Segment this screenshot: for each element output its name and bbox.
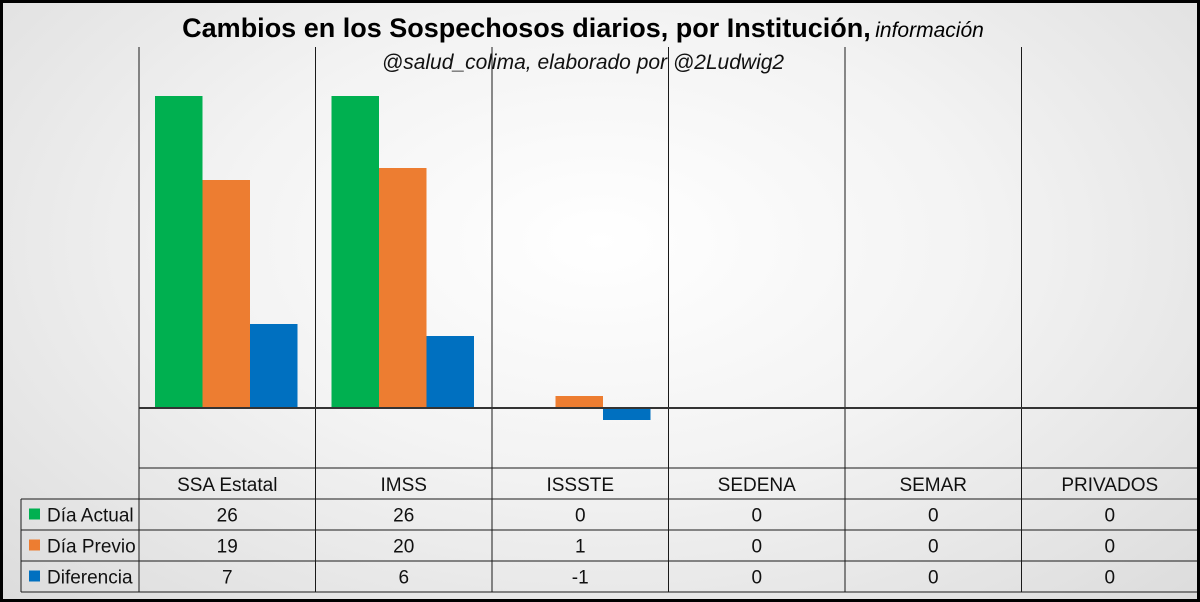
bar: [555, 396, 603, 408]
bar: [202, 180, 250, 408]
data-label: 0: [928, 568, 939, 589]
category-label: SEMAR: [899, 475, 967, 496]
bar: [426, 336, 474, 408]
chart-subtitle: @salud_colima, elaborado por @2Ludwig2: [381, 51, 785, 74]
data-label: 1: [575, 537, 586, 558]
data-label: 0: [1104, 506, 1115, 527]
category-label: SSA Estatal: [177, 475, 277, 496]
data-label: 19: [217, 537, 238, 558]
data-label: -1: [572, 568, 589, 589]
bar-chart: SSA Estatal IMSS ISSSTE SEDENA SEMAR PRIVADOS…: [20, 47, 1197, 593]
category-label: PRIVADOS: [1061, 475, 1158, 496]
legend-key: [29, 570, 40, 582]
series-name: Día Actual: [47, 506, 134, 527]
series-name: Diferencia: [47, 568, 133, 589]
category-label: SEDENA: [718, 475, 796, 496]
data-label: 0: [928, 537, 939, 558]
legend-key: [29, 539, 40, 551]
data-label: 7: [222, 568, 233, 589]
bar: [155, 96, 203, 408]
data-label: 0: [751, 568, 762, 589]
data-label: 26: [393, 506, 414, 527]
data-label: 20: [393, 537, 414, 558]
data-label: 0: [575, 506, 586, 527]
data-label: 6: [398, 568, 409, 589]
data-label: 0: [751, 506, 762, 527]
chart-frame: Cambios en los Sospechosos diarios, por …: [3, 3, 1197, 599]
chart-title-suffix: información: [875, 19, 984, 42]
chart-title-main: Cambios en los Sospechosos diarios, por …: [182, 13, 871, 43]
category-label: IMSS: [381, 475, 427, 496]
data-label: 0: [1104, 568, 1115, 589]
data-label: 0: [1104, 537, 1115, 558]
bar: [331, 96, 379, 408]
bar: [379, 168, 427, 408]
data-label: 26: [217, 506, 238, 527]
chart-title: Cambios en los Sospechosos diarios, por …: [3, 13, 1163, 44]
category-label: ISSSTE: [546, 475, 614, 496]
bar: [603, 408, 651, 420]
legend-key: [29, 508, 40, 520]
series-name: Día Previo: [47, 537, 136, 558]
data-label: 0: [928, 506, 939, 527]
data-label: 0: [751, 537, 762, 558]
bar: [250, 324, 298, 408]
